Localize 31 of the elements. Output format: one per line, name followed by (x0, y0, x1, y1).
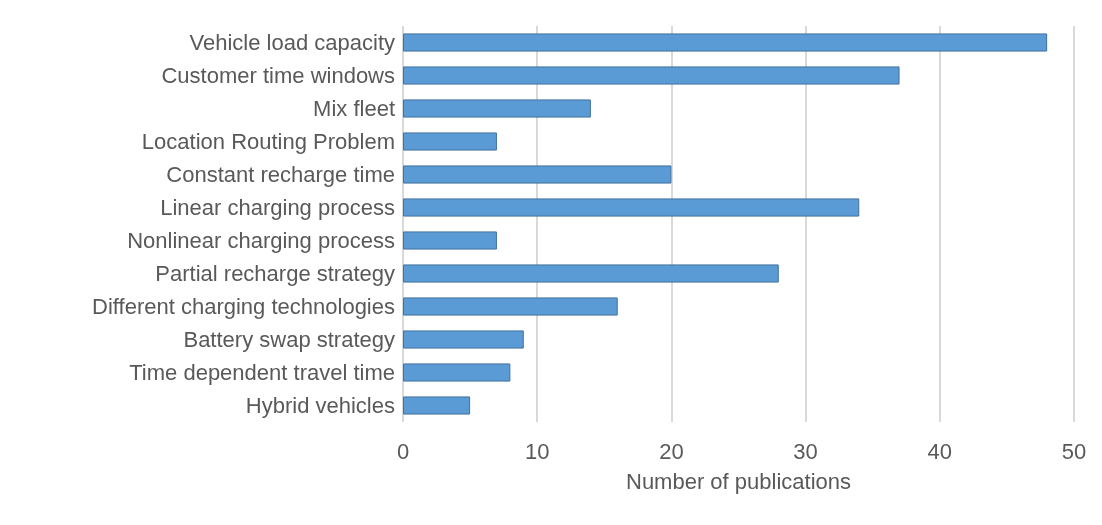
bar (403, 66, 900, 85)
bar (403, 396, 471, 415)
bar (403, 33, 1048, 52)
y-tick-label: Different charging technologies (92, 294, 395, 319)
y-tick-label: Hybrid vehicles (245, 393, 395, 418)
x-tick-label: 20 (659, 438, 684, 464)
y-tick-label: Battery swap strategy (183, 327, 395, 352)
x-axis-title: Number of publications (625, 468, 852, 494)
y-tick-label: Vehicle load capacity (189, 30, 395, 55)
bar (403, 330, 524, 349)
bar (403, 363, 511, 382)
x-tick-label: 50 (1061, 438, 1087, 464)
y-tick-label: Nonlinear charging process (127, 228, 395, 253)
bar (403, 231, 497, 250)
x-tick-label: 10 (524, 438, 550, 464)
bar (403, 99, 591, 118)
bar (403, 264, 779, 283)
y-tick-label: Time dependent travel time (129, 360, 395, 385)
x-tick-label: 30 (793, 438, 818, 464)
bar (403, 165, 672, 184)
y-tick-label: Mix fleet (313, 96, 395, 121)
x-tick-label: 0 (396, 438, 410, 464)
y-tick-label: Customer time windows (161, 63, 395, 88)
y-tick-label: Constant recharge time (166, 162, 395, 187)
y-tick-label: Partial recharge strategy (155, 261, 395, 286)
x-tick-label: 40 (927, 438, 953, 464)
bar (403, 132, 497, 151)
bar (403, 198, 860, 217)
y-tick-label: Linear charging process (160, 195, 395, 220)
bar (403, 297, 618, 316)
y-tick-label: Location Routing Problem (141, 129, 395, 154)
